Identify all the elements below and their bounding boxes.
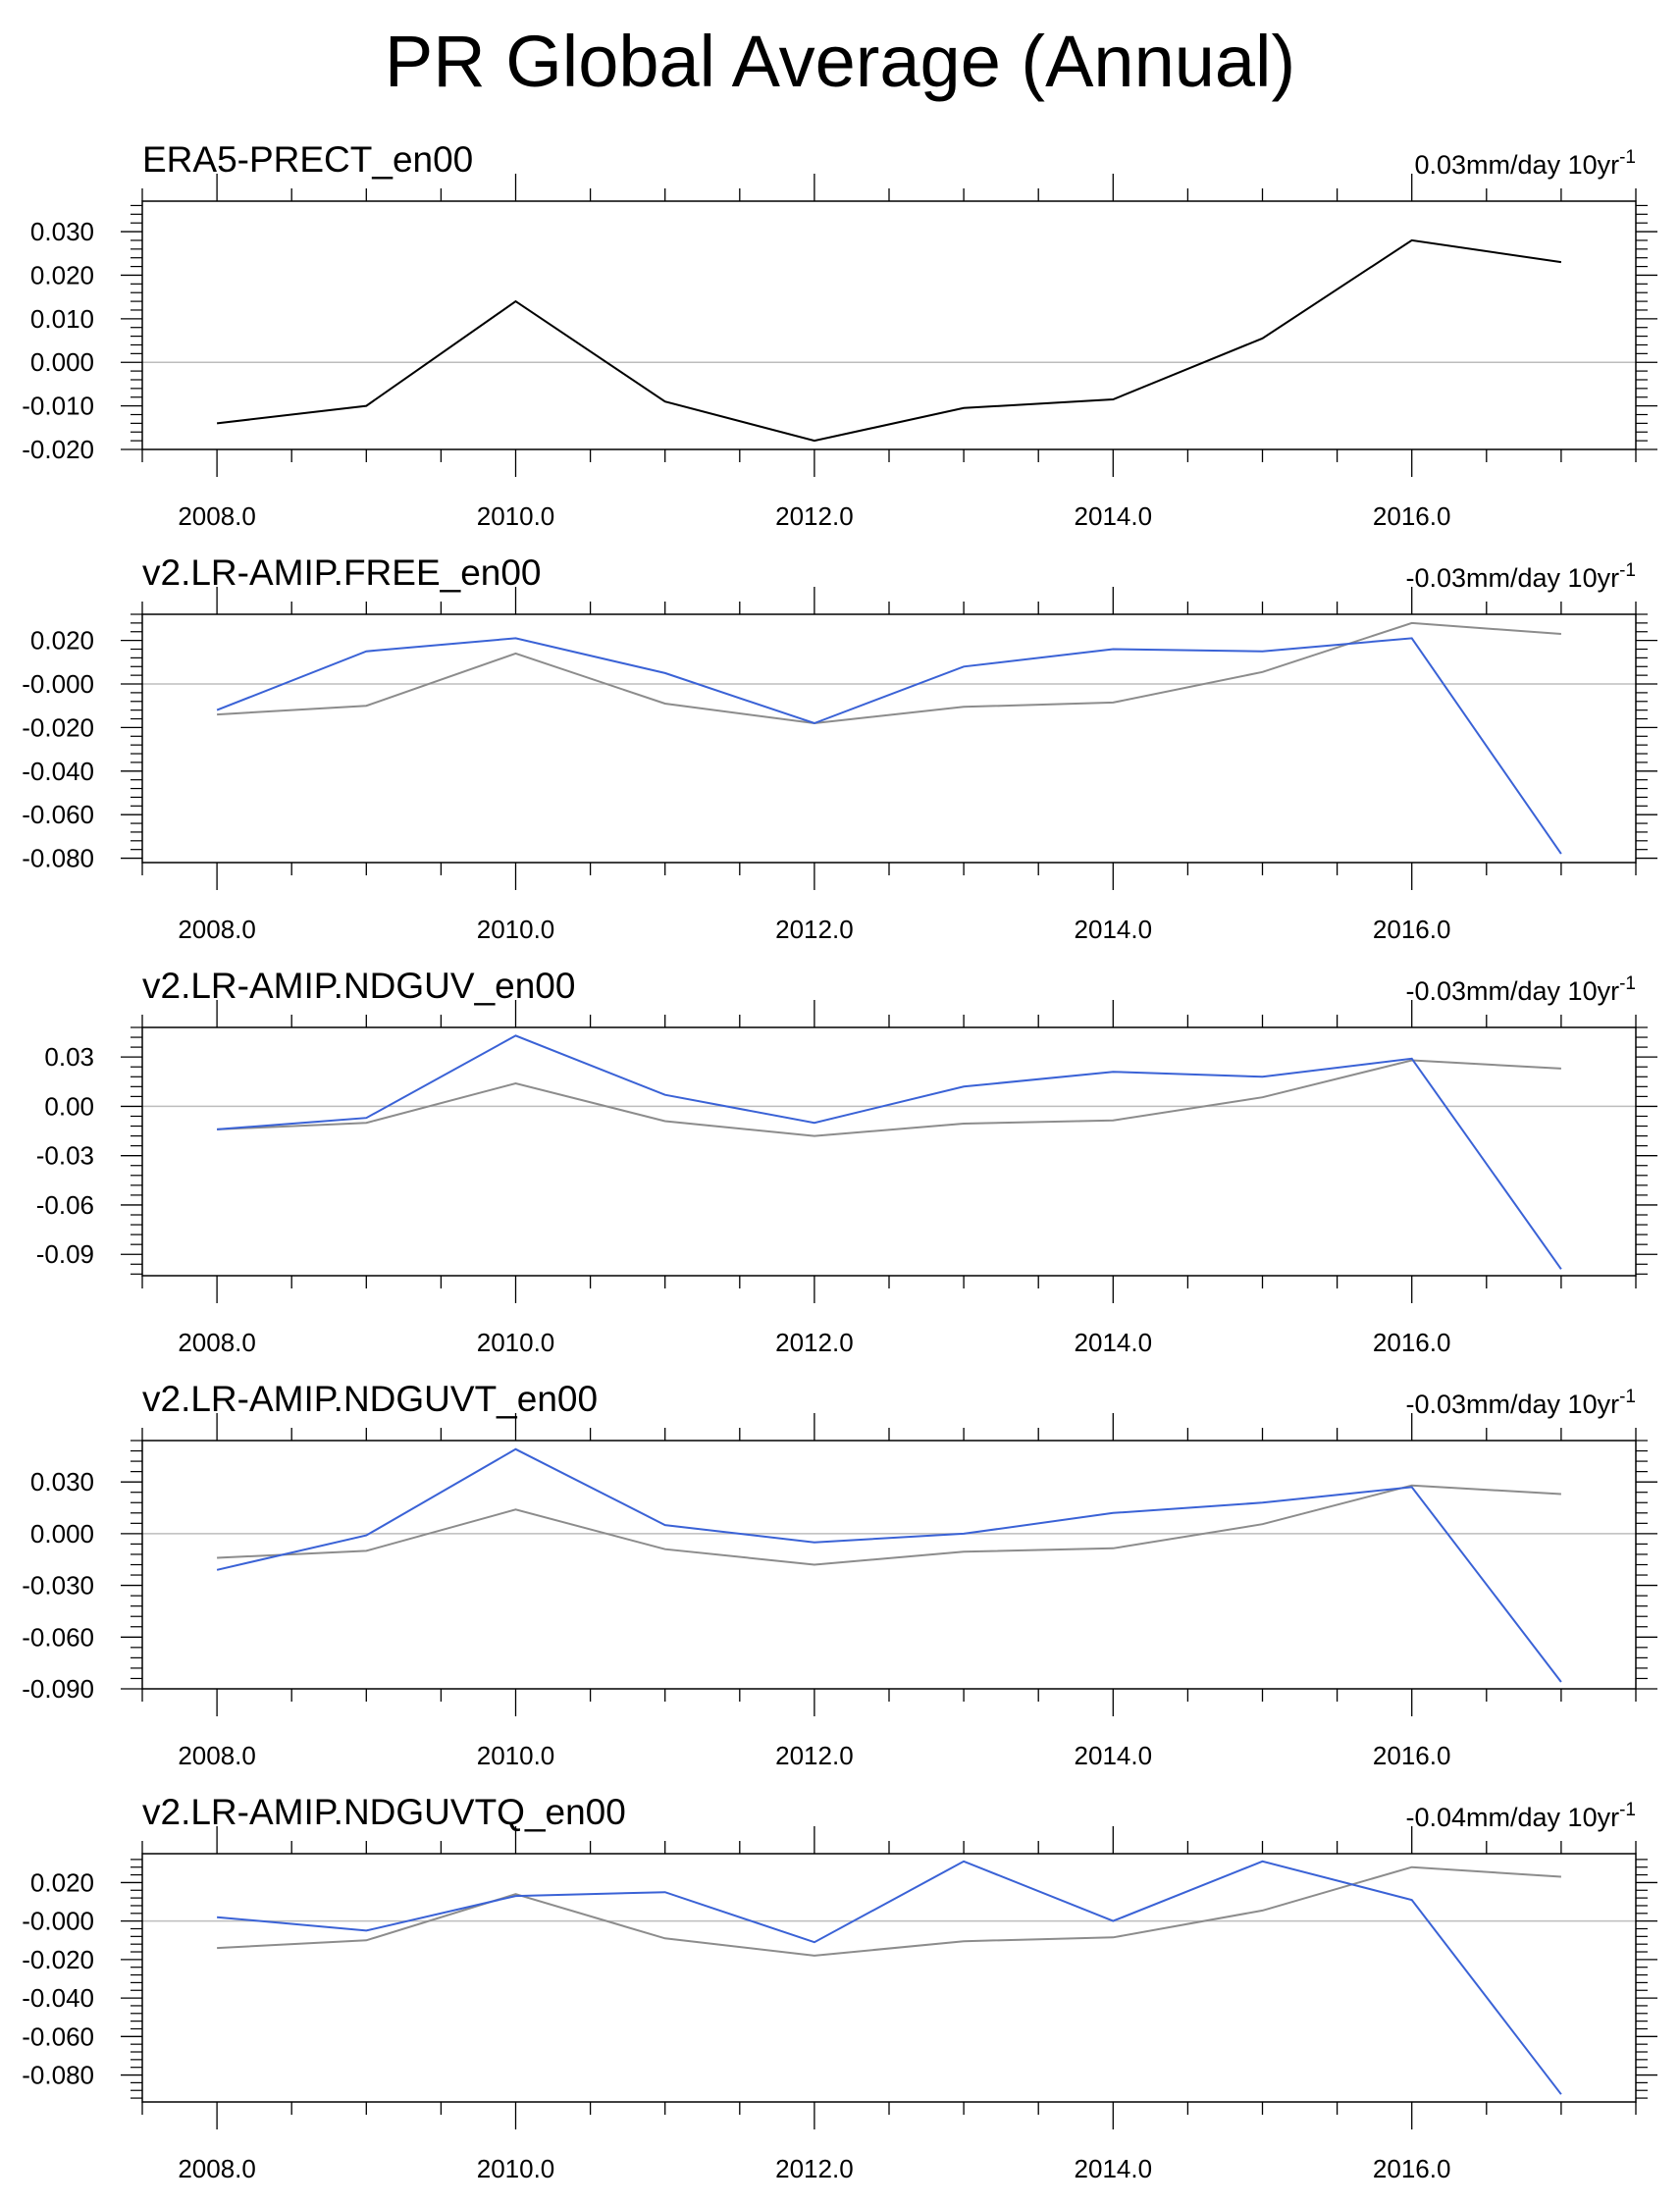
chart-panel-5: v2.LR-AMIP.NDGUVTQ_en00 -0.04mm/day 10yr-…: [22, 1792, 1657, 2183]
chart-panel-3: v2.LR-AMIP.NDGUV_en00 -0.03mm/day 10yr-1 2…: [36, 966, 1657, 1357]
trend-label: 0.03mm/day 10yr-1: [1415, 147, 1637, 180]
trend-value: 0.03mm/day 10yr: [1415, 150, 1620, 180]
x-tick-label: 2016.0: [1373, 1741, 1451, 1770]
y-tick-label: 0.020: [30, 1867, 94, 1897]
series-line-reference_overlay: [217, 1059, 1561, 1137]
y-tick-label: -0.010: [22, 392, 94, 421]
x-tick-label: 2012.0: [775, 2154, 854, 2183]
y-tick-label: -0.060: [22, 1622, 94, 1652]
x-tick-label: 2010.0: [477, 1328, 555, 1357]
plot-frame: [141, 1853, 1637, 2103]
x-tick-label: 2014.0: [1075, 1328, 1153, 1357]
trend-label: -0.03mm/day 10yr-1: [1406, 560, 1637, 593]
chart-title: PR Global Average (Annual): [384, 21, 1296, 102]
panel-title: v2.LR-AMIP.FREE_en00: [142, 552, 542, 593]
trend-label: -0.03mm/day 10yr-1: [1406, 973, 1637, 1006]
trend-value: -0.03mm/day 10yr: [1406, 563, 1620, 593]
series-line-model: [216, 1447, 1562, 1683]
y-tick-label: -0.090: [22, 1674, 94, 1704]
y-tick-label: 0.000: [30, 347, 94, 377]
series-line-reference_overlay: [217, 621, 1561, 725]
x-tick-label: 2016.0: [1373, 915, 1451, 944]
y-tick-label: 0.000: [30, 1519, 94, 1549]
x-tick-label: 2008.0: [178, 2154, 256, 2183]
y-tick-label: -0.06: [36, 1190, 94, 1220]
x-tick-label: 2010.0: [477, 1741, 555, 1770]
x-tick-label: 2014.0: [1075, 2154, 1153, 2183]
series-line-reference_overlay: [217, 1484, 1561, 1566]
x-tick-label: 2014.0: [1075, 501, 1153, 531]
y-tick-label: 0.030: [30, 1467, 94, 1496]
x-tick-label: 2008.0: [178, 1741, 256, 1770]
plot-frame: [141, 200, 1637, 450]
x-tick-label: 2008.0: [178, 915, 256, 944]
chart-panel-4: v2.LR-AMIP.NDGUVT_en00 -0.03mm/day 10yr-1…: [22, 1379, 1657, 1770]
y-tick-label: -0.080: [22, 844, 94, 873]
x-tick-label: 2010.0: [477, 501, 555, 531]
panel-title: v2.LR-AMIP.NDGUVT_en00: [142, 1379, 598, 1419]
y-tick-label: 0.03: [44, 1042, 94, 1072]
series-line-model: [217, 1034, 1562, 1270]
y-tick-label: 0.020: [30, 260, 94, 289]
y-tick-label: -0.03: [36, 1141, 94, 1171]
series-line-model: [216, 637, 1562, 855]
y-tick-label: 0.020: [30, 626, 94, 656]
y-tick-label: -0.060: [22, 800, 94, 829]
trend-exponent: -1: [1619, 1800, 1636, 1820]
x-tick-label: 2008.0: [178, 1328, 256, 1357]
trend-label: -0.04mm/day 10yr-1: [1406, 1800, 1637, 1832]
x-tick-label: 2012.0: [775, 915, 854, 944]
y-tick-label: -0.060: [22, 2021, 94, 2051]
y-tick-label: 0.00: [44, 1091, 94, 1121]
x-tick-label: 2016.0: [1373, 2154, 1451, 2183]
x-tick-label: 2010.0: [477, 915, 555, 944]
x-tick-label: 2008.0: [178, 501, 256, 531]
panel-title: v2.LR-AMIP.NDGUV_en00: [142, 966, 575, 1006]
series-line-reference: [216, 238, 1562, 443]
x-tick-label: 2010.0: [477, 2154, 555, 2183]
trend-exponent: -1: [1619, 1387, 1636, 1407]
y-tick-label: -0.020: [22, 712, 94, 742]
trend-value: -0.03mm/day 10yr: [1406, 1390, 1620, 1419]
x-tick-label: 2014.0: [1075, 915, 1153, 944]
chart-panel-1: ERA5-PRECT_en00 0.03mm/day 10yr-1 2008.0 20…: [22, 139, 1657, 531]
trend-value: -0.03mm/day 10yr: [1406, 976, 1620, 1006]
y-tick-label: -0.080: [22, 2061, 94, 2090]
y-tick-label: -0.040: [22, 1983, 94, 2013]
y-tick-label: -0.000: [22, 1907, 94, 1936]
y-tick-label: -0.040: [22, 757, 94, 786]
chart-panel-2: v2.LR-AMIP.FREE_en00 -0.03mm/day 10yr-1 20…: [22, 552, 1657, 944]
trend-exponent: -1: [1619, 147, 1636, 168]
y-tick-label: -0.020: [22, 435, 94, 464]
x-tick-label: 2012.0: [775, 1328, 854, 1357]
y-tick-label: 0.010: [30, 304, 94, 334]
x-tick-label: 2014.0: [1075, 1741, 1153, 1770]
y-tick-label: -0.030: [22, 1571, 94, 1601]
trend-exponent: -1: [1619, 973, 1636, 994]
y-tick-label: -0.09: [36, 1239, 94, 1269]
x-tick-label: 2012.0: [775, 501, 854, 531]
y-tick-label: -0.000: [22, 669, 94, 699]
panel-title: ERA5-PRECT_en00: [142, 139, 473, 180]
plot-frame: [141, 1440, 1637, 1690]
trend-exponent: -1: [1619, 560, 1636, 581]
x-tick-label: 2016.0: [1373, 1328, 1451, 1357]
series-line-model: [217, 1860, 1562, 2095]
y-tick-label: 0.030: [30, 217, 94, 246]
x-tick-label: 2012.0: [775, 1741, 854, 1770]
y-tick-label: -0.020: [22, 1945, 94, 1974]
panel-title: v2.LR-AMIP.NDGUVTQ_en00: [142, 1792, 626, 1832]
x-tick-label: 2016.0: [1373, 501, 1451, 531]
trend-value: -0.04mm/day 10yr: [1406, 1803, 1620, 1832]
trend-label: -0.03mm/day 10yr-1: [1406, 1387, 1637, 1419]
plot-frame: [141, 1026, 1637, 1277]
series-line-reference_overlay: [217, 1865, 1561, 1957]
